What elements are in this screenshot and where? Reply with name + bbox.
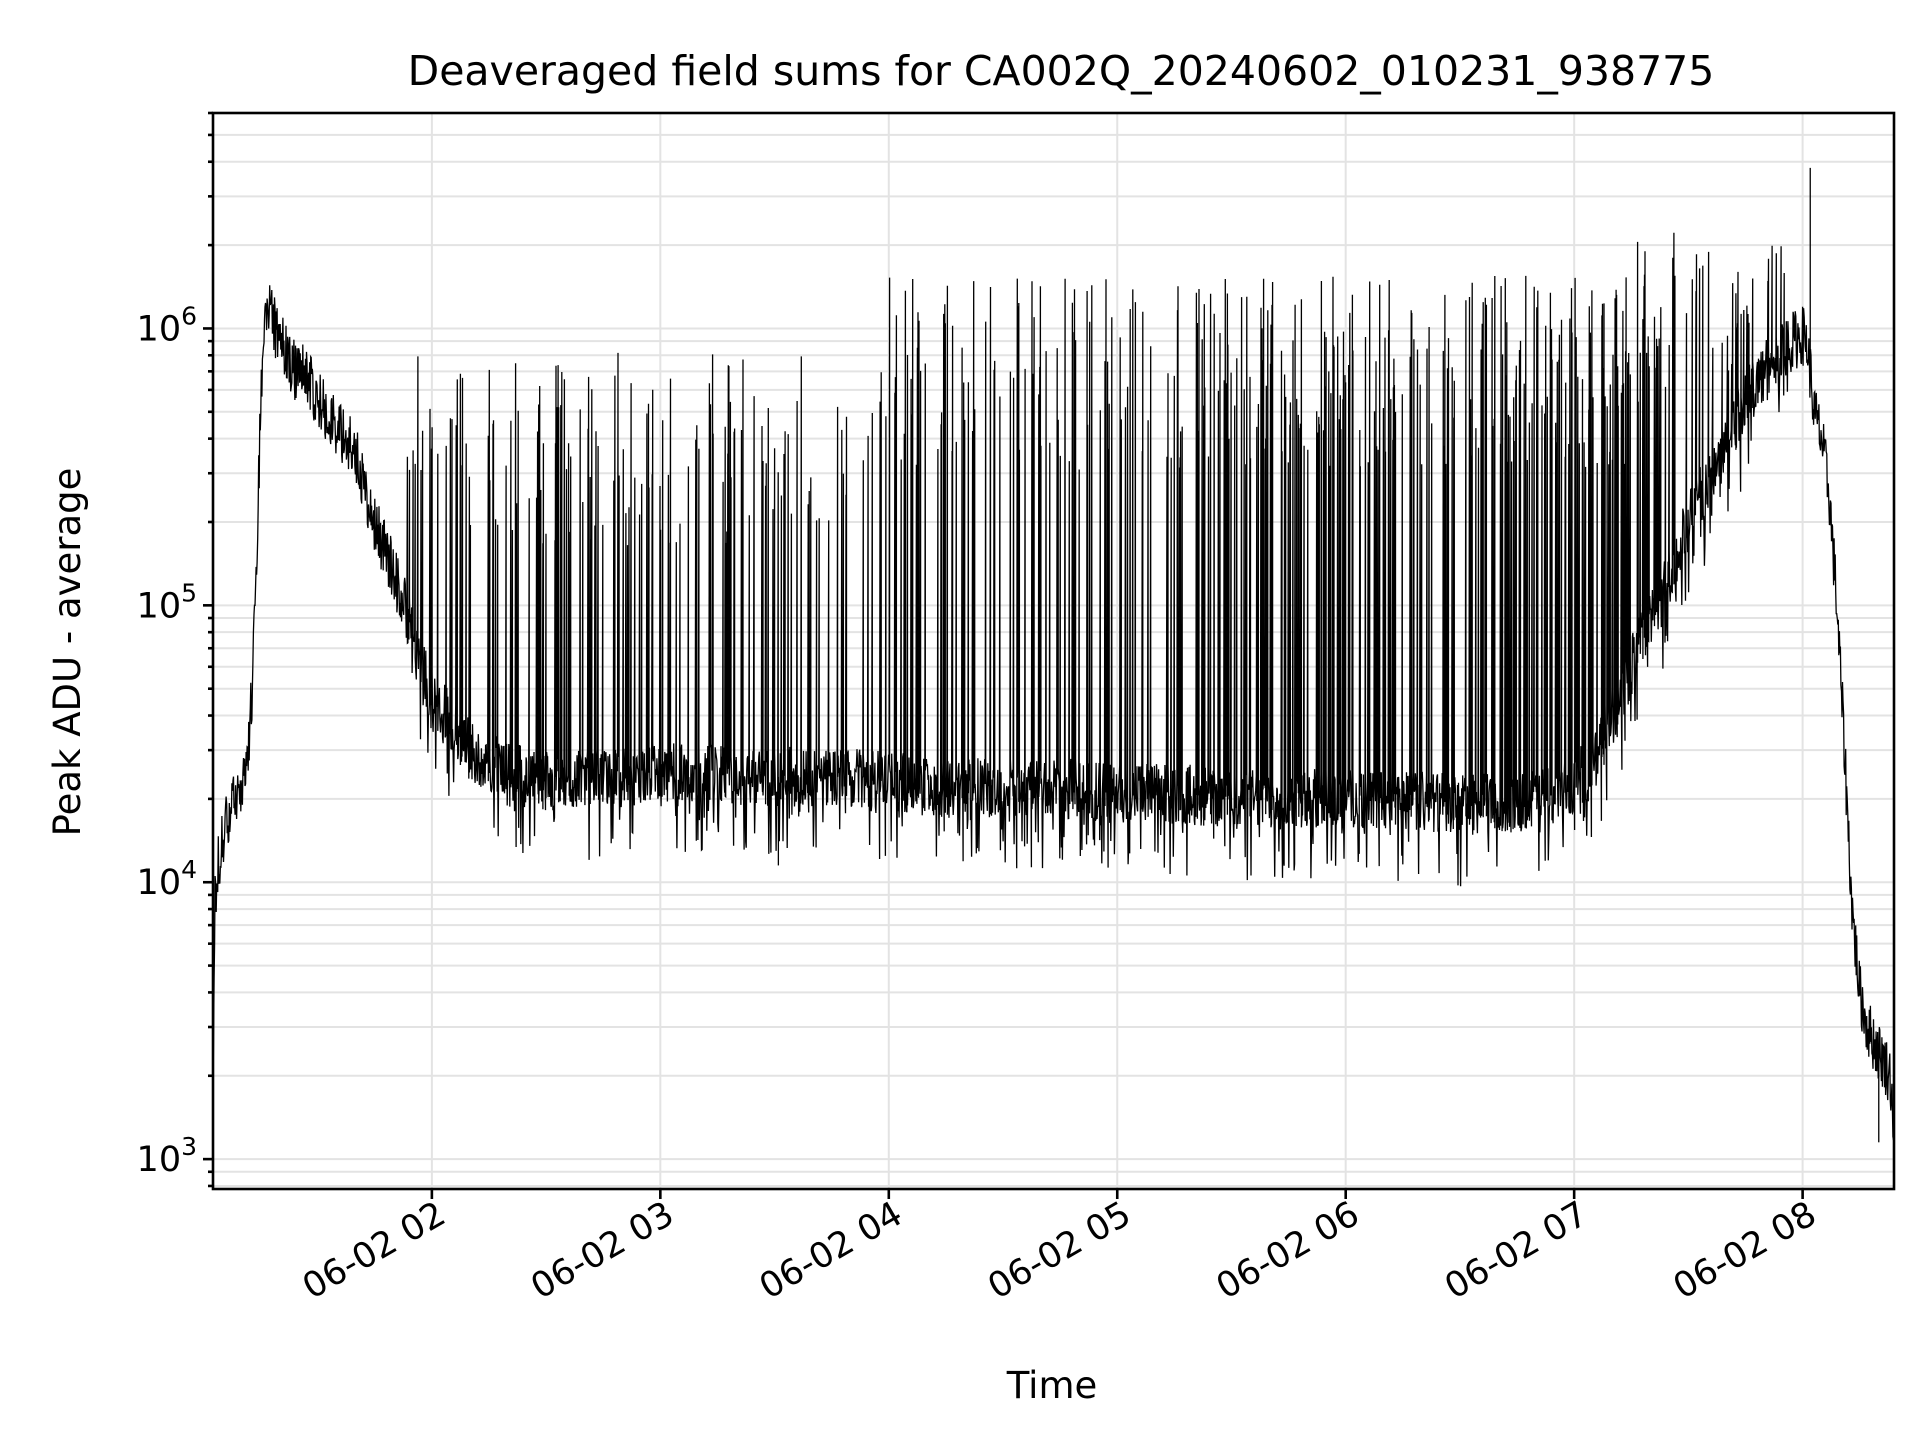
y-tick-label: 106 [137, 301, 197, 349]
y-tick-label: 104 [137, 855, 197, 903]
y-axis: 103 104 105 106 [137, 111, 213, 1188]
series-layer [213, 167, 1894, 1143]
plot-frame [211, 111, 1896, 1191]
chart-title: Deaveraged field sums for CA002Q_2024060… [408, 47, 1715, 95]
y-tick-label: 105 [137, 578, 197, 626]
grid-lines [213, 112, 1894, 1189]
y-tick-label: 103 [137, 1132, 197, 1180]
x-axis-label: Time [1006, 1364, 1098, 1407]
series-line [213, 232, 1894, 1141]
y-axis-label: Peak ADU - average [46, 468, 89, 837]
